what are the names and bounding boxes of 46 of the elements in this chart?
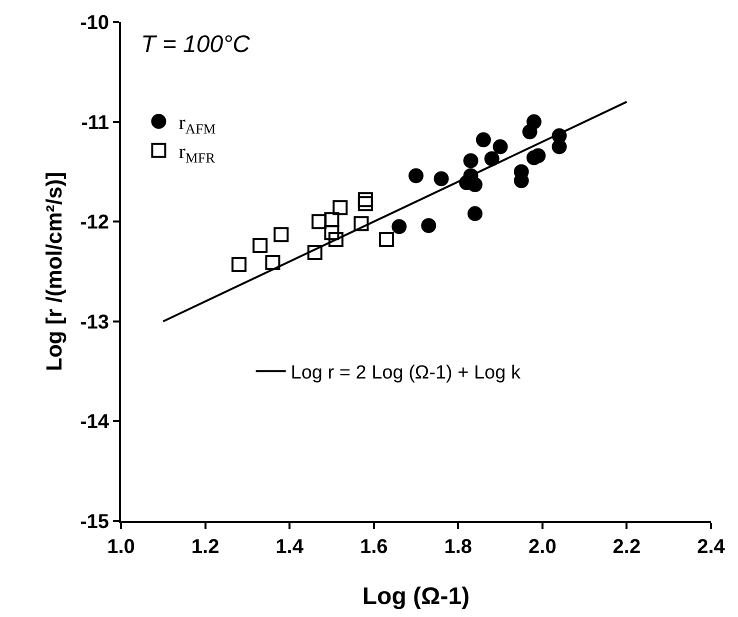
point (324, 225, 340, 240)
point (358, 192, 373, 208)
point (468, 206, 482, 222)
point (354, 216, 369, 232)
point (324, 212, 340, 228)
y-tick-label: -10 (80, 12, 109, 34)
legend-label: r$_{AFM}$ (178, 112, 216, 138)
point (476, 132, 491, 148)
point (492, 139, 508, 154)
y-tick-label: -11 (81, 112, 109, 134)
point (265, 255, 280, 270)
point (463, 153, 478, 168)
point (232, 257, 246, 272)
x-tick-label: 1.4 (276, 536, 304, 558)
point (379, 232, 394, 248)
legend-label: r$_{MFR}$ (178, 141, 216, 166)
x-tick-label: 2.4 (697, 536, 726, 558)
y-tick-label: -14 (80, 411, 110, 434)
y-axis-title: Log [r /(mol/cm²/s)] (41, 172, 66, 372)
y-tick-label: -13 (80, 311, 109, 334)
x-tick-label: 1.8 (444, 536, 472, 558)
x-tick-label: 2.0 (528, 536, 556, 558)
point (408, 168, 424, 184)
point (274, 227, 289, 242)
point (312, 214, 327, 230)
point (392, 219, 407, 234)
point (484, 151, 500, 166)
x-axis-title: Log (Ω-1) (362, 582, 470, 610)
point (358, 196, 373, 212)
x-tick-label: 1.6 (360, 536, 388, 558)
point (328, 232, 344, 248)
y-tick-label: -15 (80, 511, 109, 533)
x-tick-label: 1.0 (107, 536, 135, 558)
point (552, 139, 567, 154)
point (530, 148, 546, 164)
point (434, 171, 449, 186)
x-tick-label: 2.2 (612, 536, 641, 558)
point (252, 238, 268, 254)
point (307, 245, 322, 260)
point (421, 218, 436, 234)
point (526, 114, 542, 130)
y-tick-label: -12 (80, 212, 109, 234)
x-tick-label: 1.2 (191, 536, 220, 558)
legend-label: Log r = 2 Log (Ω-1) + Log k (290, 362, 521, 384)
point (332, 200, 348, 216)
annotation: T = 100°C (141, 31, 251, 58)
